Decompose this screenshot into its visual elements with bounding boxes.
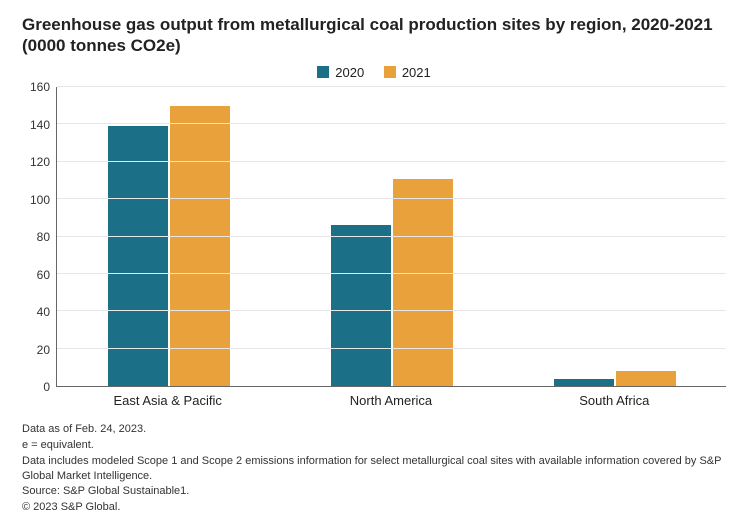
- x-tick-label: South Africa: [503, 393, 726, 408]
- gridline: [57, 161, 726, 162]
- bar: [393, 179, 453, 386]
- y-tick-label: 60: [37, 268, 50, 282]
- y-tick-label: 160: [30, 80, 50, 94]
- chart-area: 020406080100120140160: [22, 87, 726, 387]
- gridline: [57, 198, 726, 199]
- plot-area: [56, 87, 726, 387]
- bar: [331, 225, 391, 386]
- x-axis-labels: East Asia & PacificNorth AmericaSouth Af…: [56, 393, 726, 408]
- y-tick-label: 100: [30, 193, 50, 207]
- gridline: [57, 310, 726, 311]
- gridline: [57, 236, 726, 237]
- y-tick-label: 20: [37, 343, 50, 357]
- footnote-line: Data as of Feb. 24, 2023.: [22, 422, 726, 437]
- footnote-line: Source: S&P Global Sustainable1.: [22, 484, 726, 499]
- y-tick-label: 140: [30, 118, 50, 132]
- y-tick-label: 0: [43, 380, 50, 394]
- x-tick-label: North America: [279, 393, 502, 408]
- x-tick-label: East Asia & Pacific: [56, 393, 279, 408]
- y-tick-label: 120: [30, 155, 50, 169]
- gridline: [57, 123, 726, 124]
- legend-item-2021: 2021: [384, 65, 431, 80]
- y-tick-label: 40: [37, 305, 50, 319]
- footnote-line: © 2023 S&P Global.: [22, 500, 726, 515]
- gridline: [57, 348, 726, 349]
- legend-swatch-2020: [317, 66, 329, 78]
- y-axis: 020406080100120140160: [22, 87, 56, 387]
- chart-page: Greenhouse gas output from metallurgical…: [0, 0, 746, 522]
- bar: [170, 106, 230, 386]
- gridline: [57, 273, 726, 274]
- bar-group: [503, 87, 726, 386]
- bar: [554, 379, 614, 386]
- legend-label-2021: 2021: [402, 65, 431, 80]
- bar-groups: [57, 87, 726, 386]
- legend-swatch-2021: [384, 66, 396, 78]
- bar: [616, 371, 676, 386]
- gridline: [57, 86, 726, 87]
- bar-group: [57, 87, 280, 386]
- bar-group: [280, 87, 503, 386]
- y-tick-label: 80: [37, 230, 50, 244]
- legend-item-2020: 2020: [317, 65, 364, 80]
- chart-title: Greenhouse gas output from metallurgical…: [22, 14, 726, 57]
- footnote-line: e = equivalent.: [22, 438, 726, 453]
- footnotes: Data as of Feb. 24, 2023. e = equivalent…: [22, 422, 726, 515]
- footnote-line: Data includes modeled Scope 1 and Scope …: [22, 454, 726, 484]
- chart-legend: 2020 2021: [22, 65, 726, 82]
- legend-label-2020: 2020: [335, 65, 364, 80]
